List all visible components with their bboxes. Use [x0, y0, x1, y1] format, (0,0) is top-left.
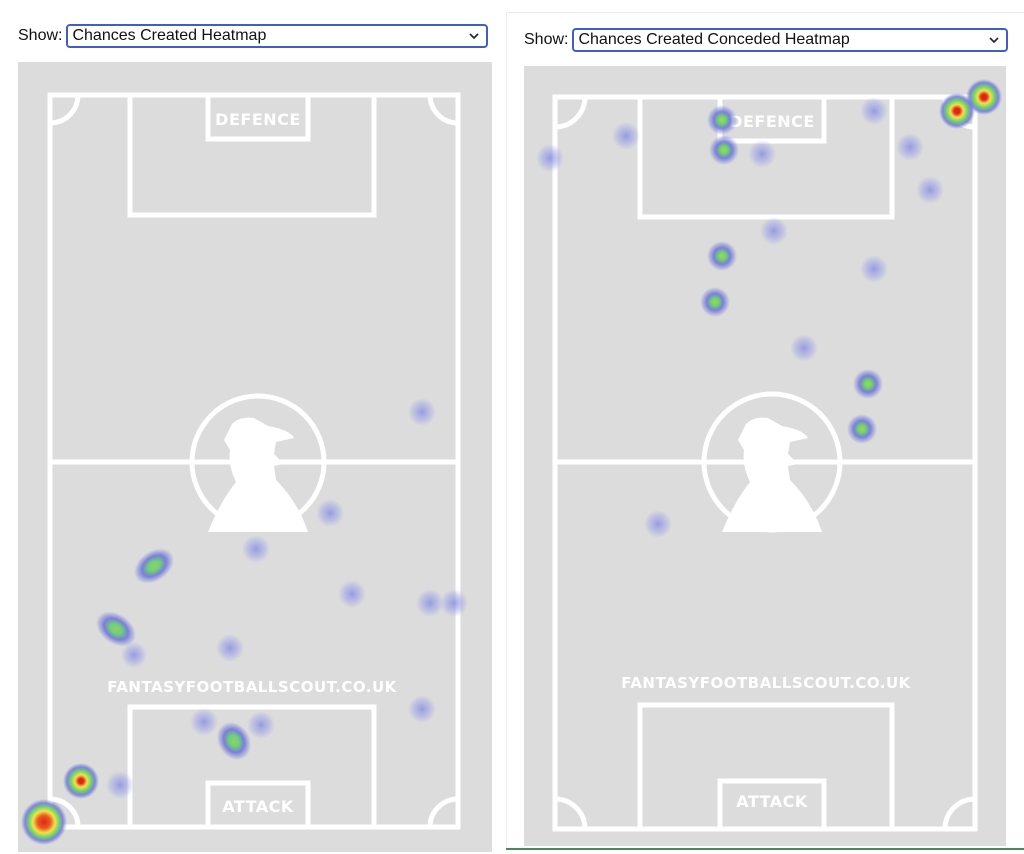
right-panel-left-border	[506, 12, 507, 848]
left-pitch-graphic: DEFENCE ATTACK FANTASYFOOTBALLSCOUT.CO.U…	[21, 92, 468, 845]
right-panel-bottom-line	[506, 848, 1024, 850]
right-pitch: DEFENCE ATTACK FANTASYFOOTBALLSCOUT.CO.U…	[524, 66, 1006, 846]
right-pitch-graphic: DEFENCE ATTACK FANTASYFOOTBALLSCOUT.CO.U…	[536, 79, 1002, 832]
left-pitch: DEFENCE ATTACK FANTASYFOOTBALLSCOUT.CO.U…	[18, 62, 492, 852]
right-watermark: FANTASYFOOTBALLSCOUT.CO.UK	[621, 674, 911, 692]
right-heatmap-panel: Show: Chances Created Conceded Heatmap	[506, 0, 1024, 854]
right-show-label: Show:	[524, 31, 569, 48]
scout-logo-icon	[208, 417, 308, 532]
left-watermark: FANTASYFOOTBALLSCOUT.CO.UK	[107, 678, 397, 696]
right-show-row: Show: Chances Created Conceded Heatmap	[524, 28, 1009, 52]
right-heatmap-blobs	[536, 79, 1002, 538]
chevron-down-icon	[989, 37, 1000, 44]
left-pitch-lines	[47, 92, 461, 830]
left-show-row: Show: Chances Created Heatmap	[18, 24, 489, 48]
right-heatmap-select-value: Chances Created Conceded Heatmap	[578, 31, 850, 48]
right-panel-top-border	[506, 12, 1024, 13]
left-heatmap-blobs	[21, 398, 468, 845]
left-attack-label: ATTACK	[222, 797, 294, 816]
right-defence-label: DEFENCE	[729, 112, 815, 131]
scout-logo-icon	[722, 417, 822, 532]
left-heatmap-select[interactable]: Chances Created Heatmap	[66, 24, 489, 48]
chevron-down-icon	[469, 33, 480, 40]
left-defence-label: DEFENCE	[215, 110, 301, 129]
right-attack-label: ATTACK	[736, 792, 808, 811]
right-heatmap-select[interactable]: Chances Created Conceded Heatmap	[572, 28, 1009, 52]
left-heatmap-select-value: Chances Created Heatmap	[72, 27, 267, 44]
left-heatmap-panel: Show: Chances Created Heatmap	[0, 0, 500, 854]
left-show-label: Show:	[18, 27, 63, 44]
